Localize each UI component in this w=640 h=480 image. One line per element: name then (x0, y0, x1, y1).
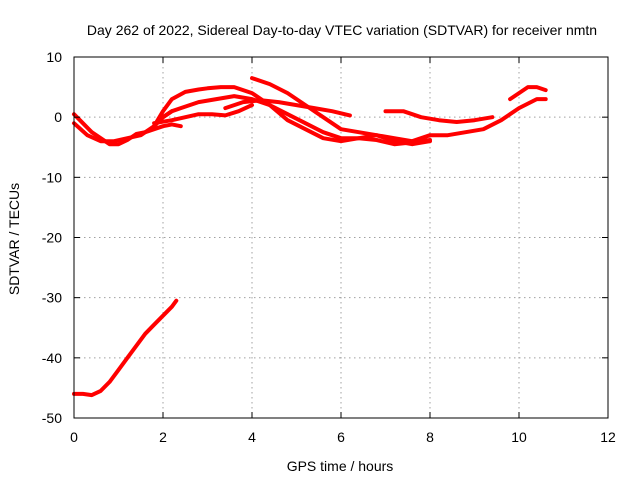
series-arc-9 (508, 85, 548, 102)
y-tick-label: 10 (46, 49, 62, 65)
x-tick-label: 6 (337, 429, 345, 445)
series-arc-10 (72, 298, 179, 398)
y-axis-label: SDTVAR / TECUs (6, 183, 22, 295)
x-tick-label: 2 (159, 429, 167, 445)
axes-layer: 0 2 4 6 8 10 12 -50 -40 -30 -20 -10 0 10 (42, 49, 616, 445)
chart-title: Day 262 of 2022, Sidereal Day-to-day VTE… (87, 22, 597, 38)
x-tick-label: 0 (70, 429, 78, 445)
series-arc-8 (383, 109, 495, 124)
x-axis-label: GPS time / hours (287, 458, 394, 474)
x-tick-label: 10 (511, 429, 527, 445)
x-tick-label: 8 (426, 429, 434, 445)
series-arc-5 (152, 103, 254, 126)
y-tick-label: -30 (42, 290, 62, 306)
series-arc-7 (250, 76, 548, 144)
x-tick-label: 4 (248, 429, 256, 445)
y-tick-label: -10 (42, 169, 62, 185)
y-tick-label: -50 (42, 410, 62, 426)
series-layer (72, 76, 548, 398)
y-tick-label: -20 (42, 230, 62, 246)
series-arc-6 (223, 98, 352, 118)
y-tick-label: -40 (42, 350, 62, 366)
y-tick-label: 0 (54, 109, 62, 125)
x-tick-label: 12 (600, 429, 616, 445)
